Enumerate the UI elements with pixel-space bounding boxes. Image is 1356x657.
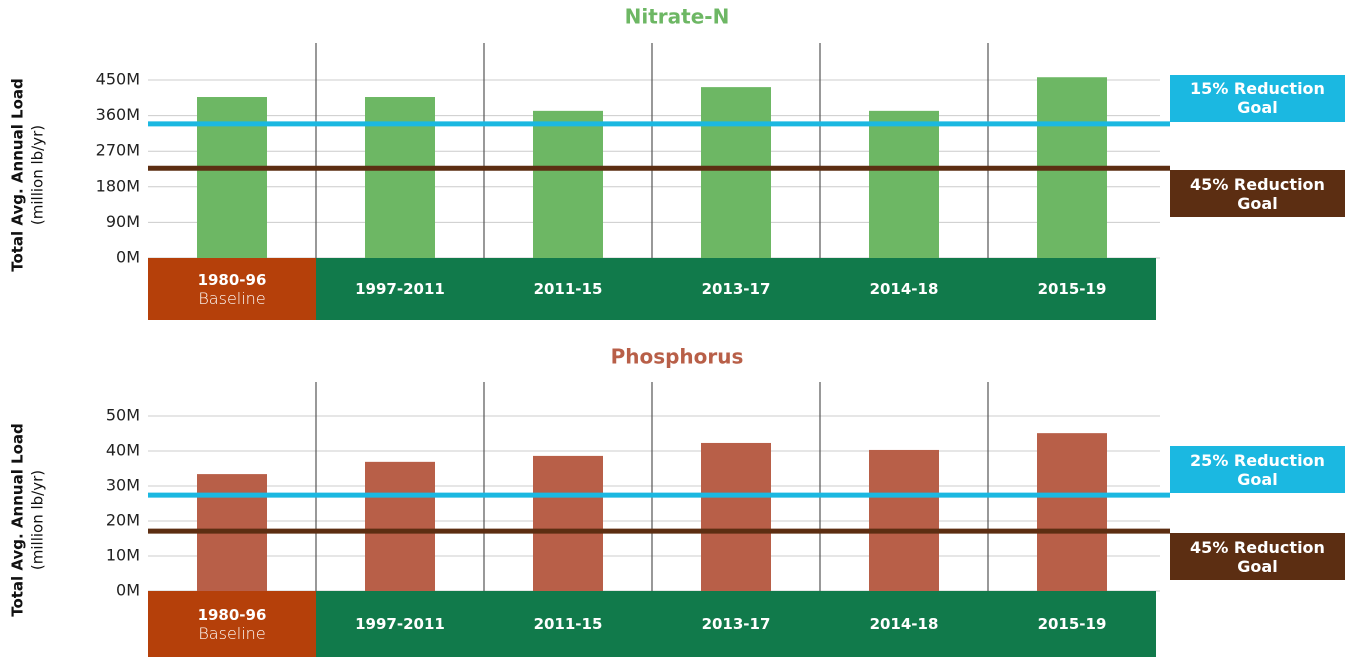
bar bbox=[533, 110, 603, 258]
y-tick-label: 90M bbox=[106, 212, 140, 231]
category-cell: 2014-18 bbox=[820, 591, 988, 657]
category-cell: 1997-2011 bbox=[316, 591, 484, 657]
bar bbox=[365, 461, 435, 591]
x-tick-label: 1997-2011 bbox=[355, 280, 445, 298]
chart-title: Nitrate-N bbox=[625, 5, 730, 29]
x-tick-label: 2014-18 bbox=[869, 615, 939, 633]
bar bbox=[533, 455, 603, 591]
category-cell: 2014-18 bbox=[820, 258, 988, 320]
y-tick-label: 50M bbox=[106, 406, 140, 425]
y-tick-label: 10M bbox=[106, 546, 140, 565]
x-tick-label: 1997-2011 bbox=[355, 615, 445, 633]
y-tick-label: 450M bbox=[96, 70, 140, 89]
reference-label-box: 45% Reduction Goal bbox=[1170, 170, 1345, 218]
bar bbox=[1037, 433, 1107, 591]
y-tick-label: 20M bbox=[106, 511, 140, 530]
category-cell: 2011-15 bbox=[484, 258, 652, 320]
x-tick-label: 2011-15 bbox=[533, 280, 603, 298]
y-tick-label: 360M bbox=[96, 105, 140, 124]
category-cell: 1997-2011 bbox=[316, 258, 484, 320]
reference-label-box: 45% Reduction Goal bbox=[1170, 533, 1345, 581]
y-axis-label: Total Avg. Annual Load bbox=[9, 78, 27, 272]
y-axis-unit: (million lb/yr) bbox=[29, 470, 47, 570]
reference-label-box: 25% Reduction Goal bbox=[1170, 446, 1345, 494]
category-cell: 2015-19 bbox=[988, 591, 1156, 657]
category-cell: 2013-17 bbox=[652, 258, 820, 320]
bar bbox=[869, 110, 939, 258]
bar bbox=[197, 97, 267, 259]
x-tick-label: 2011-15 bbox=[533, 615, 603, 633]
category-cell: 1980-96 Baseline bbox=[148, 591, 316, 657]
x-tick-label: 1980-96 bbox=[197, 270, 267, 289]
x-tick-label: 2013-17 bbox=[701, 280, 771, 298]
y-tick-label: 180M bbox=[96, 176, 140, 195]
x-tick-label: 2013-17 bbox=[701, 615, 771, 633]
bar bbox=[701, 442, 771, 591]
reference-label-box: 15% Reduction Goal bbox=[1170, 74, 1345, 122]
x-tick-label: 2015-19 bbox=[1037, 615, 1107, 633]
category-cell: 2015-19 bbox=[988, 258, 1156, 320]
category-cell: 2011-15 bbox=[484, 591, 652, 657]
y-tick-label: 0M bbox=[116, 581, 140, 600]
y-tick-label: 40M bbox=[106, 441, 140, 460]
bar bbox=[365, 97, 435, 259]
y-tick-label: 0M bbox=[116, 248, 140, 267]
y-axis-label: Total Avg. Annual Load bbox=[9, 423, 27, 617]
x-tick-label: 2015-19 bbox=[1037, 280, 1107, 298]
bar bbox=[701, 87, 771, 259]
category-cell: 2013-17 bbox=[652, 591, 820, 657]
category-cell: 1980-96 Baseline bbox=[148, 258, 316, 320]
x-tick-label: 2014-18 bbox=[869, 280, 939, 298]
y-axis-unit: (million lb/yr) bbox=[29, 125, 47, 225]
category-note: Baseline bbox=[198, 288, 266, 308]
y-tick-label: 270M bbox=[96, 141, 140, 160]
category-note: Baseline bbox=[198, 623, 266, 643]
x-tick-label: 1980-96 bbox=[197, 605, 267, 624]
chart-title: Phosphorus bbox=[611, 345, 744, 369]
y-tick-label: 30M bbox=[106, 476, 140, 495]
bar bbox=[869, 449, 939, 591]
